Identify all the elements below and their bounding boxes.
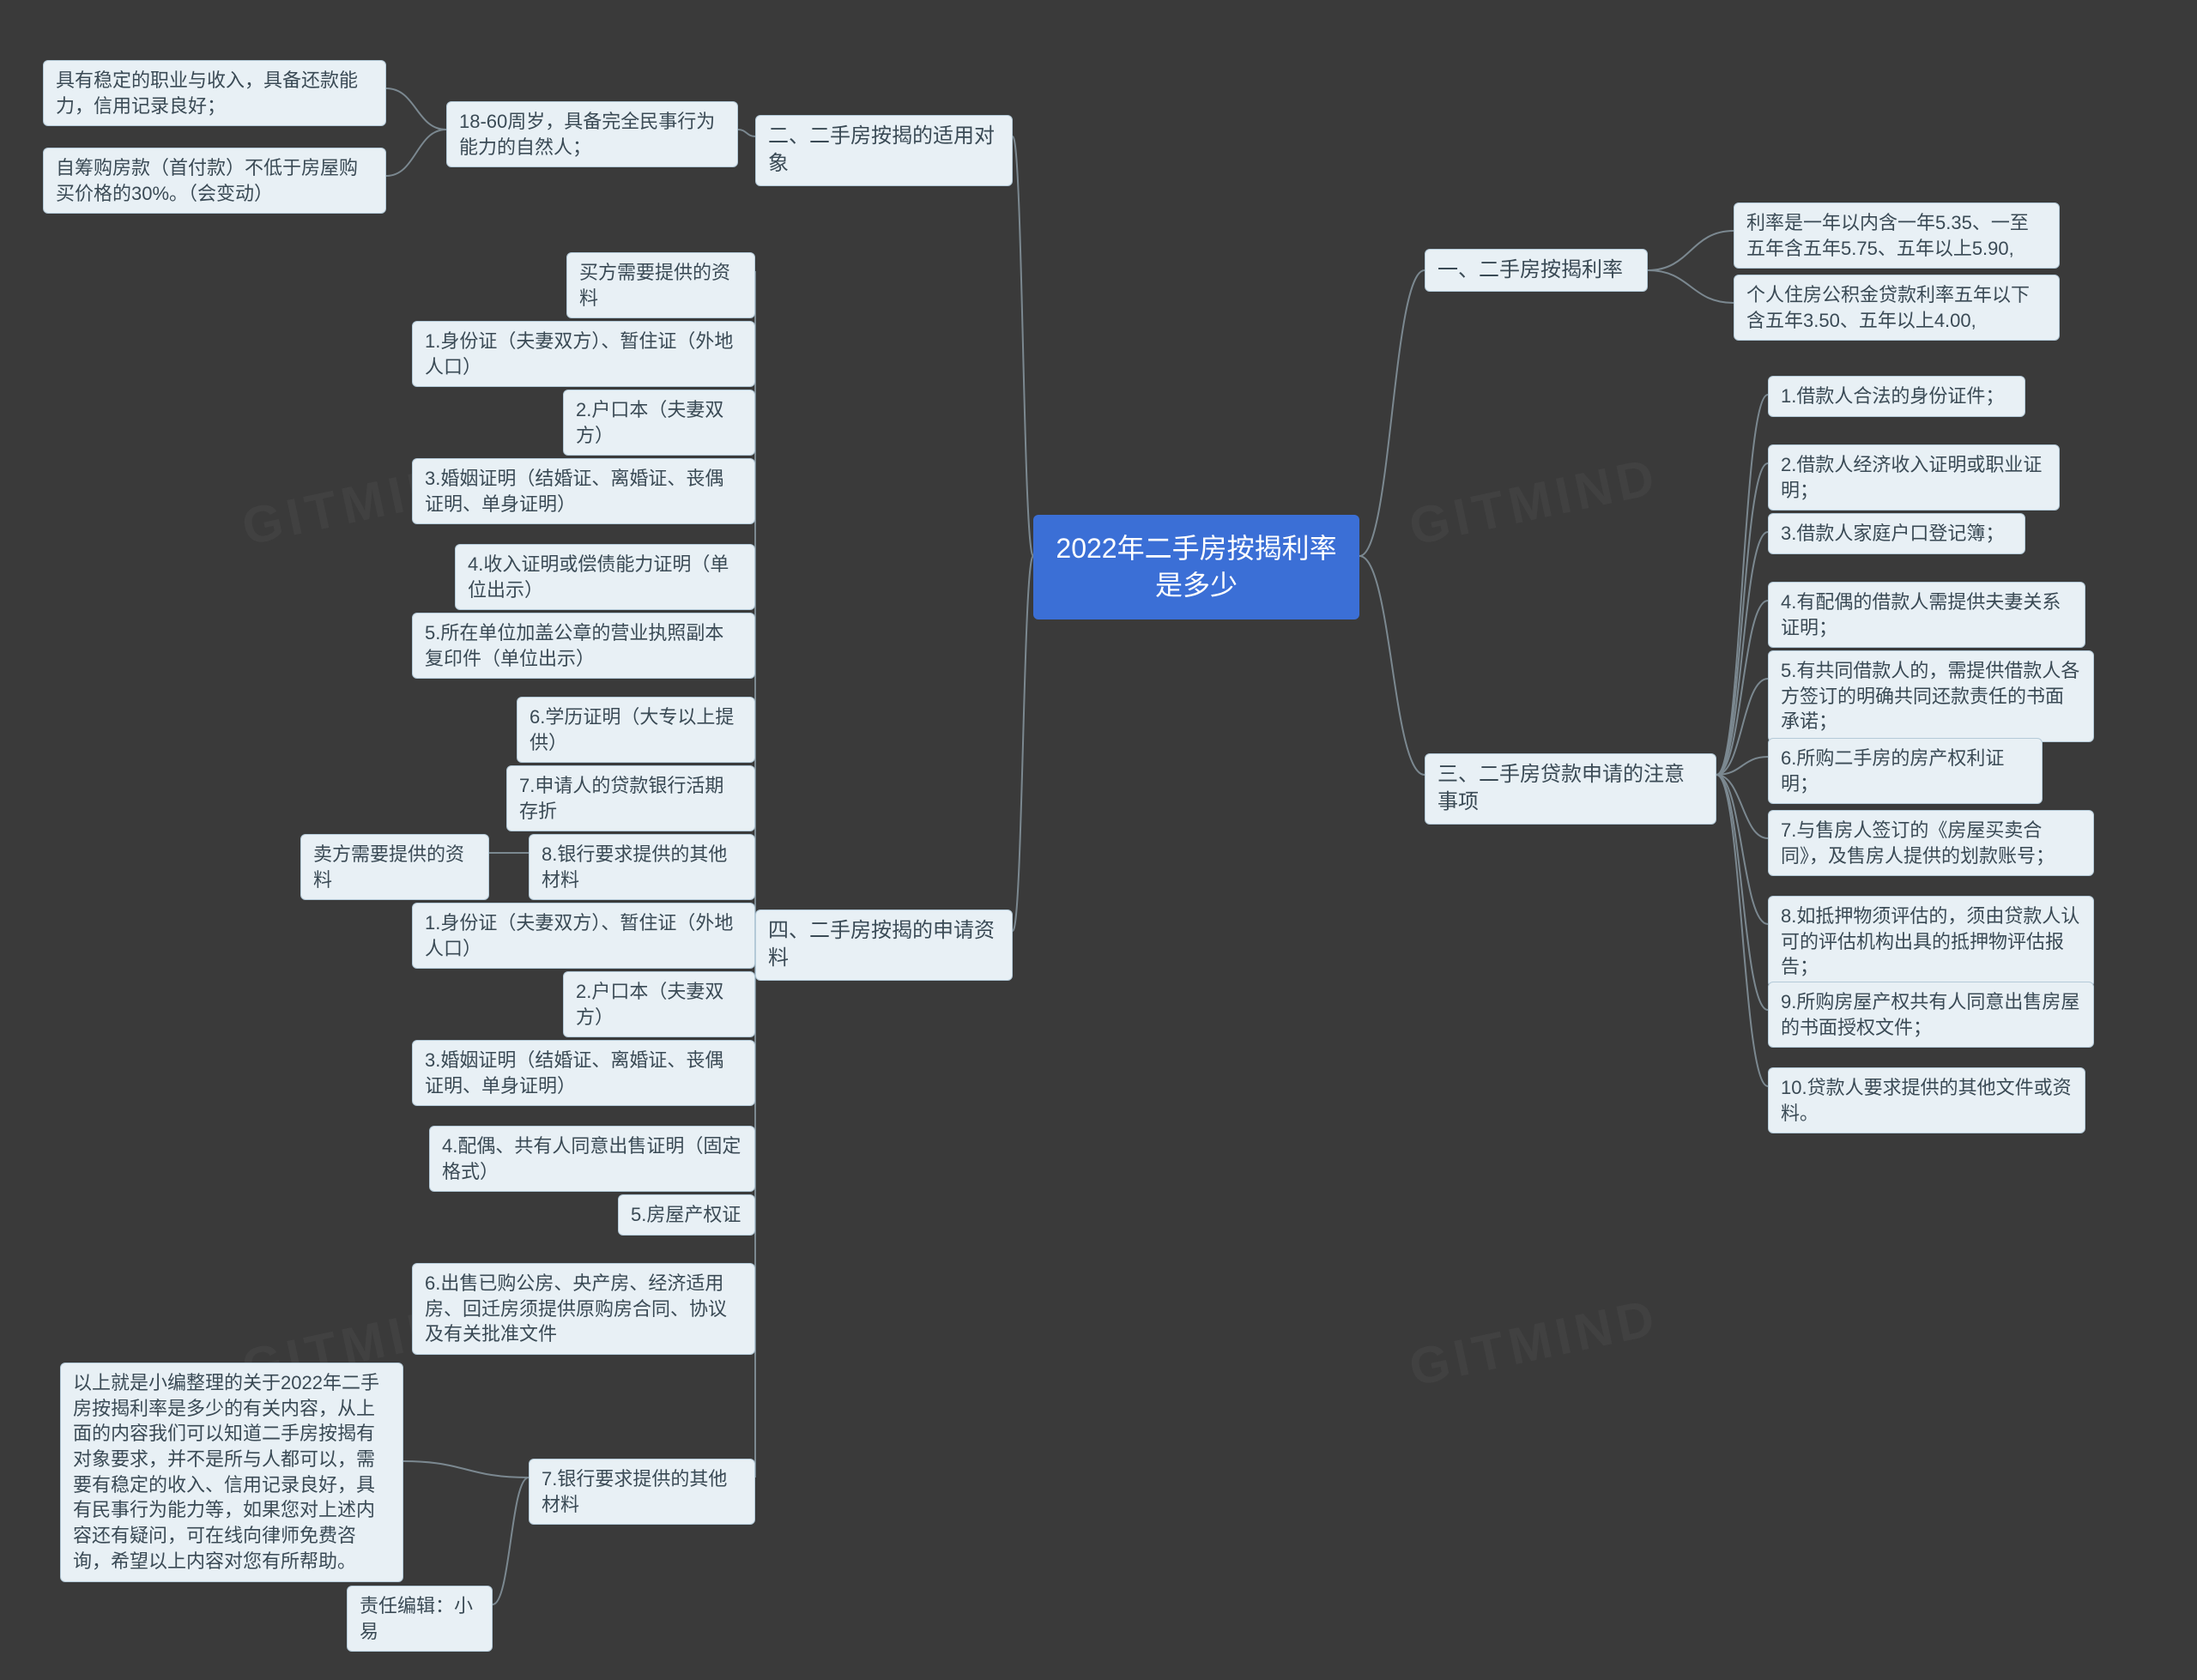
mindmap-node[interactable]: 2.借款人经济收入证明或职业证明； (1768, 444, 2060, 511)
mindmap-node[interactable]: 2022年二手房按揭利率是多少 (1033, 515, 1359, 619)
mindmap-node[interactable]: 5.房屋产权证 (618, 1194, 755, 1236)
mindmap-node[interactable]: 买方需要提供的资料 (566, 252, 755, 318)
mindmap-node[interactable]: 5.有共同借款人的，需提供借款人各方签订的明确共同还款责任的书面承诺； (1768, 650, 2094, 742)
mindmap-node[interactable]: 6.所购二手房的房产权利证明； (1768, 738, 2043, 804)
mindmap-node[interactable]: 9.所购房屋产权共有人同意出售房屋的书面授权文件； (1768, 982, 2094, 1048)
mindmap-node[interactable]: 4.收入证明或偿债能力证明（单位出示） (455, 544, 755, 610)
mindmap-node[interactable]: 四、二手房按揭的申请资料 (755, 909, 1013, 981)
mindmap-node[interactable]: 7.银行要求提供的其他材料 (529, 1459, 755, 1525)
mindmap-node[interactable]: 自筹购房款（首付款）不低于房屋购买价格的30%。（会变动） (43, 148, 386, 214)
mindmap-node[interactable]: 3.婚姻证明（结婚证、离婚证、丧偶证明、单身证明） (412, 458, 755, 524)
mindmap-node[interactable]: 8.如抵押物须评估的，须由贷款人认可的评估机构出具的抵押物评估报告； (1768, 896, 2094, 988)
mindmap-node[interactable]: 三、二手房贷款申请的注意事项 (1425, 753, 1716, 825)
mindmap-node[interactable]: 6.学历证明（大专以上提供） (517, 697, 755, 763)
mindmap-node[interactable]: 以上就是小编整理的关于2022年二手房按揭利率是多少的有关内容，从上面的内容我们… (60, 1363, 403, 1582)
mindmap-node[interactable]: 卖方需要提供的资料 (300, 834, 489, 900)
mindmap-node[interactable]: 4.有配偶的借款人需提供夫妻关系证明； (1768, 582, 2085, 648)
mindmap-node[interactable]: 责任编辑：小易 (347, 1586, 493, 1652)
mindmap-node[interactable]: 8.银行要求提供的其他材料 (529, 834, 755, 900)
mindmap-node[interactable]: 1.身份证（夫妻双方）、暂住证（外地人口） (412, 903, 755, 969)
mindmap-node[interactable]: 1.身份证（夫妻双方）、暂住证（外地人口） (412, 321, 755, 387)
mindmap-node[interactable]: 一、二手房按揭利率 (1425, 249, 1648, 292)
watermark: GITMIND (1404, 446, 1664, 557)
mindmap-node[interactable]: 4.配偶、共有人同意出售证明（固定格式） (429, 1126, 755, 1192)
mindmap-node[interactable]: 2.户口本（夫妻双方） (563, 971, 755, 1037)
mindmap-node[interactable]: 1.借款人合法的身份证件； (1768, 376, 2025, 417)
mindmap-node[interactable]: 具有稳定的职业与收入，具备还款能力，信用记录良好； (43, 60, 386, 126)
mindmap-node[interactable]: 3.婚姻证明（结婚证、离婚证、丧偶证明、单身证明） (412, 1040, 755, 1106)
mindmap-node[interactable]: 利率是一年以内含一年5.35、一至五年含五年5.75、五年以上5.90, (1734, 202, 2060, 269)
mindmap-node[interactable]: 10.贷款人要求提供的其他文件或资料。 (1768, 1067, 2085, 1133)
mindmap-node[interactable]: 2.户口本（夫妻双方） (563, 390, 755, 456)
mindmap-node[interactable]: 18-60周岁，具备完全民事行为能力的自然人； (446, 101, 738, 167)
mindmap-node[interactable]: 5.所在单位加盖公章的营业执照副本复印件（单位出示） (412, 613, 755, 679)
mindmap-node[interactable]: 个人住房公积金贷款利率五年以下含五年3.50、五年以上4.00, (1734, 275, 2060, 341)
mindmap-node[interactable]: 3.借款人家庭户口登记簿； (1768, 513, 2025, 554)
watermark: GITMIND (1404, 1287, 1664, 1398)
mindmap-node[interactable]: 6.出售已购公房、央产房、经济适用房、回迁房须提供原购房合同、协议及有关批准文件 (412, 1263, 755, 1355)
mindmap-node[interactable]: 7.与售房人签订的《房屋买卖合同》，及售房人提供的划款账号； (1768, 810, 2094, 876)
mindmap-node[interactable]: 7.申请人的贷款银行活期存折 (506, 765, 755, 831)
mindmap-node[interactable]: 二、二手房按揭的适用对象 (755, 115, 1013, 186)
mindmap-canvas: GITMIND GITMIND GITMIND GITMIND 2022年二手房… (0, 0, 2197, 1680)
